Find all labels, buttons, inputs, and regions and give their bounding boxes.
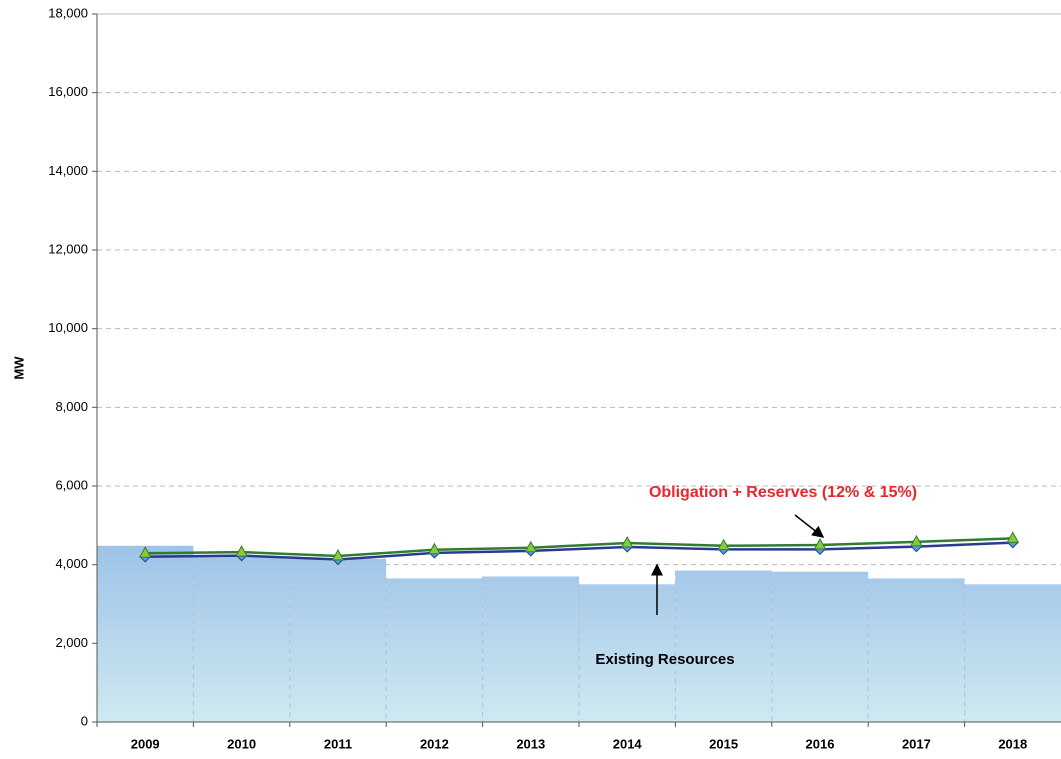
y-tick-label: 16,000 [48, 84, 88, 99]
bar [579, 584, 676, 722]
y-tick-label: 10,000 [48, 320, 88, 335]
y-tick-label: 6,000 [55, 477, 88, 492]
x-tick-label: 2011 [324, 736, 352, 751]
x-tick-label: 2010 [227, 736, 256, 751]
x-tick-label: 2018 [998, 736, 1027, 751]
x-tick-label: 2009 [131, 736, 160, 751]
marker [1006, 531, 1020, 543]
y-axis-label: MW [11, 356, 26, 380]
marker [524, 540, 538, 553]
annotation: Obligation + Reserves (12% & 15%) [649, 484, 917, 501]
y-tick-label: 14,000 [48, 163, 88, 178]
bar [193, 556, 290, 722]
bar [868, 578, 965, 722]
marker [717, 538, 730, 551]
x-tick-label: 2016 [806, 736, 835, 751]
annotation-arrow [794, 514, 825, 538]
bar [675, 570, 772, 722]
marker [235, 545, 248, 557]
y-tick-label: 4,000 [55, 556, 88, 571]
bar [771, 571, 869, 722]
y-tick-label: 2,000 [55, 635, 88, 650]
marker [910, 534, 923, 547]
x-tick-label: 2014 [613, 736, 643, 751]
y-tick-label: 8,000 [55, 399, 88, 414]
marker [813, 537, 827, 550]
marker [620, 535, 634, 548]
line [145, 537, 1013, 558]
line [145, 541, 1013, 561]
marker [428, 542, 441, 555]
y-tick-label: 12,000 [48, 241, 88, 256]
y-tick-label: 18,000 [48, 5, 88, 20]
annotation: Existing Resources [595, 651, 734, 668]
x-tick-label: 2015 [709, 736, 738, 751]
x-tick-label: 2017 [902, 736, 931, 751]
y-tick-label: 0 [81, 713, 88, 728]
bar [964, 584, 1061, 722]
marker [138, 546, 152, 558]
x-tick-label: 2012 [420, 736, 449, 751]
bar [386, 578, 483, 722]
marker [331, 548, 345, 561]
bar [482, 576, 579, 722]
bar [289, 558, 387, 722]
bar [97, 545, 194, 722]
x-tick-label: 2013 [516, 736, 545, 751]
